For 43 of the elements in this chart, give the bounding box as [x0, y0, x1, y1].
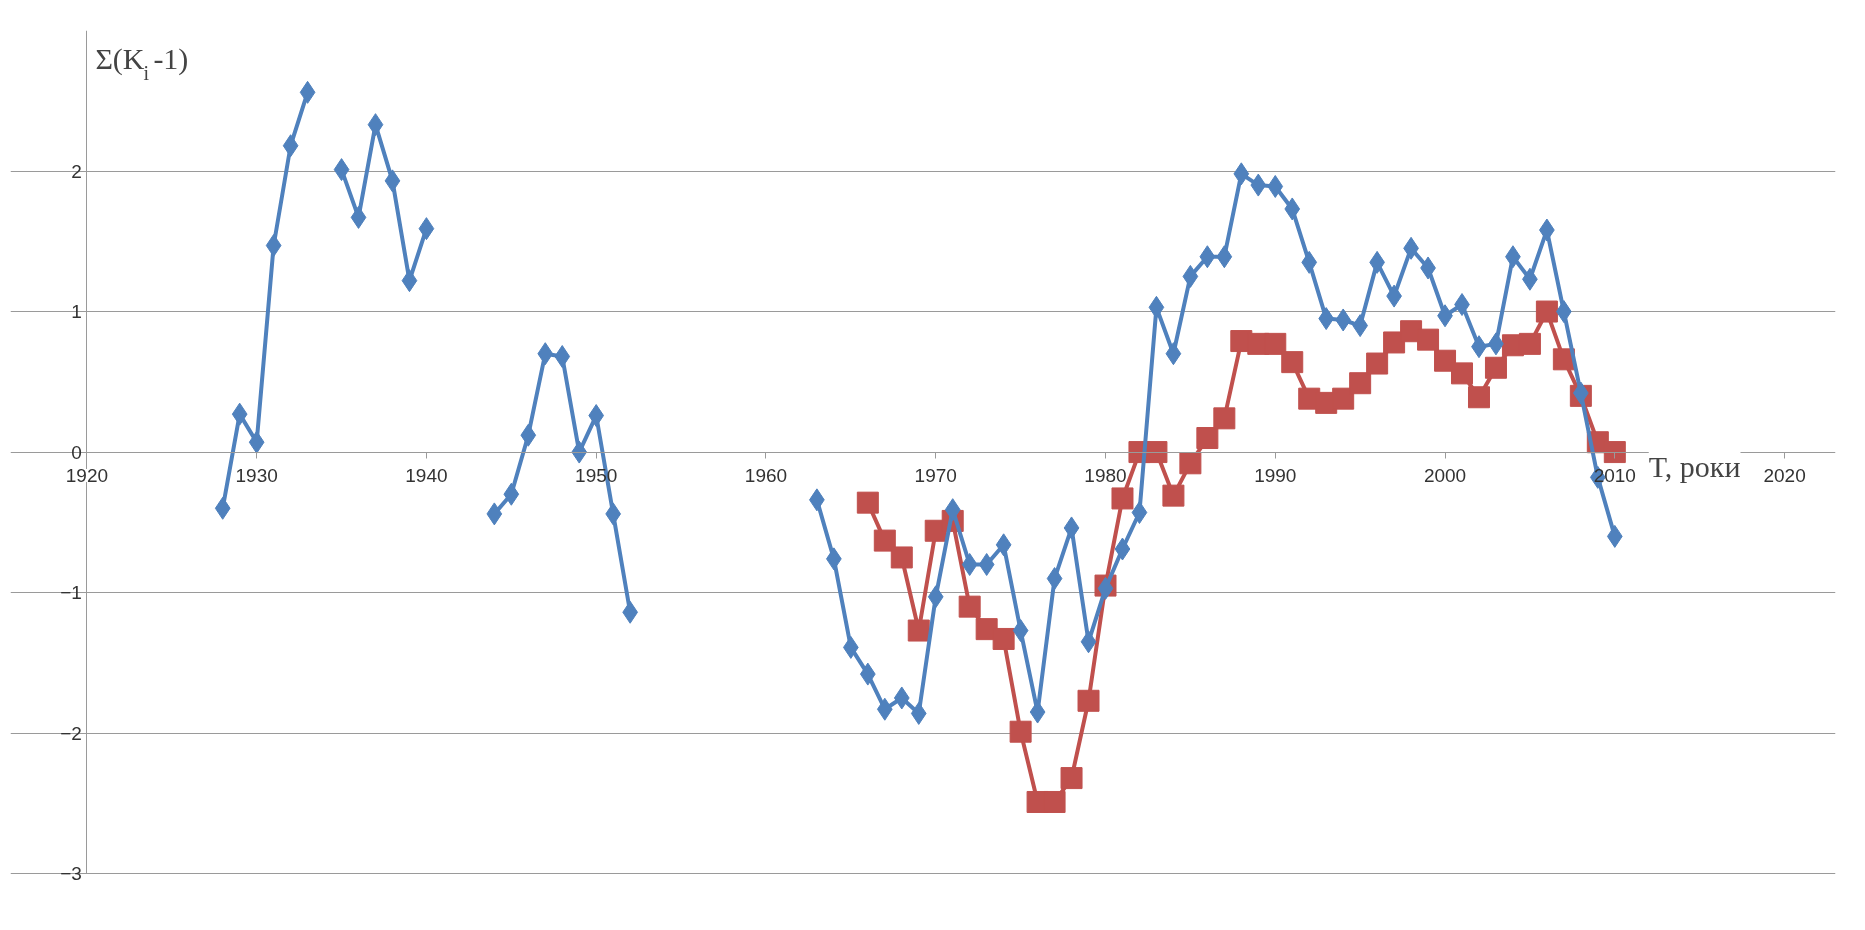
point [992, 627, 1015, 650]
point [856, 491, 879, 514]
x-tick-label: 1930 [235, 465, 278, 487]
point [1213, 407, 1236, 430]
point [1349, 372, 1372, 395]
point [1417, 328, 1440, 351]
point [1009, 720, 1032, 743]
x-axis-title: T, роки [1648, 449, 1741, 483]
y-tick-label: 2 [71, 160, 82, 182]
y-tick-label: −1 [60, 582, 82, 604]
x-tick-label: 2020 [1763, 465, 1806, 487]
point [1060, 767, 1083, 790]
point [890, 546, 913, 569]
x-tick-label: 1990 [1254, 465, 1297, 487]
point [873, 529, 896, 552]
point [1264, 332, 1287, 355]
point [1518, 332, 1541, 355]
y-tick-label: 0 [71, 441, 82, 463]
x-tick-label: 1920 [65, 465, 109, 487]
x-tick-label: 1980 [1084, 465, 1127, 487]
y-tick-label: −3 [60, 863, 82, 885]
point [1281, 351, 1304, 374]
x-tick-label: 1960 [744, 465, 788, 487]
point [1451, 362, 1474, 385]
point [1484, 356, 1507, 379]
point [1162, 484, 1185, 507]
point [1332, 387, 1355, 410]
point [958, 595, 981, 618]
point [1077, 689, 1100, 712]
point [1145, 441, 1168, 464]
x-tick-label: 1940 [405, 465, 448, 487]
x-tick-label: 1970 [914, 465, 957, 487]
point [1366, 352, 1389, 375]
x-tick-label: 2000 [1423, 465, 1467, 487]
point [907, 619, 930, 642]
point [1111, 487, 1134, 510]
point [1535, 300, 1558, 323]
y-tick-label: −2 [60, 722, 82, 744]
point [1467, 386, 1490, 409]
y-tick-label: 1 [71, 301, 82, 323]
point [1196, 427, 1219, 450]
point [1603, 441, 1626, 464]
point [1179, 452, 1202, 475]
